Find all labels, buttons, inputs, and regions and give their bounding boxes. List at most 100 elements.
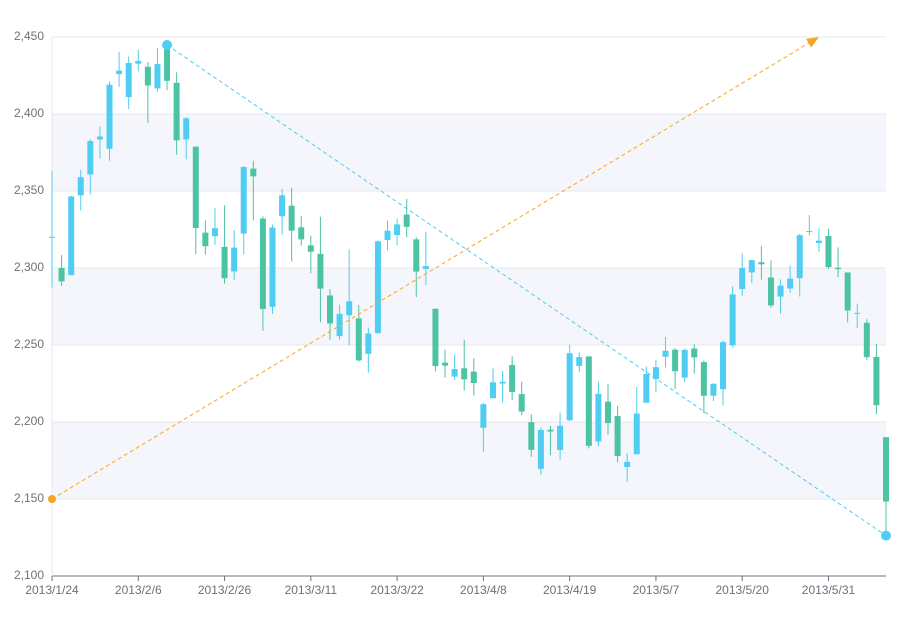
candle-body <box>298 227 305 240</box>
x-tick-label: 2013/5/31 <box>802 583 856 597</box>
y-tick-label: 2,250 <box>14 337 44 351</box>
candle-body <box>835 267 842 270</box>
candle-body <box>576 357 583 366</box>
y-tick-label: 2,100 <box>14 568 44 582</box>
candle-body <box>461 368 468 380</box>
candle-body <box>605 401 611 424</box>
candle-body <box>844 272 851 311</box>
mark-line-end <box>881 530 891 541</box>
y-tick-label: 2,450 <box>14 29 44 43</box>
candle-body <box>537 429 544 469</box>
split-area <box>52 422 886 499</box>
x-tick-label: 2013/1/24 <box>25 583 79 597</box>
x-tick-label: 2013/2/26 <box>198 583 252 597</box>
candle-body <box>633 413 640 455</box>
candle-body <box>116 70 123 75</box>
candle-body <box>873 356 880 406</box>
candle-body <box>259 218 266 309</box>
candle-body <box>240 166 247 234</box>
candle-body <box>327 295 333 324</box>
candle-body <box>432 308 439 367</box>
candle-body <box>403 214 410 227</box>
candle-body <box>87 140 94 175</box>
candle-body <box>68 196 75 276</box>
candle-body <box>442 362 449 366</box>
candle-body <box>652 367 659 380</box>
candle-body <box>777 285 784 297</box>
y-tick-label: 2,350 <box>14 183 44 197</box>
y-tick-label: 2,150 <box>14 491 44 505</box>
split-area <box>52 114 886 191</box>
candle-body <box>787 278 794 289</box>
candle-body <box>164 49 171 81</box>
candle-body <box>96 136 103 140</box>
candle-body <box>77 177 84 196</box>
candle-body <box>509 365 516 392</box>
candle-body <box>528 422 535 450</box>
candle-body <box>413 239 420 272</box>
candle-body <box>288 205 295 231</box>
mark-line-start <box>48 495 56 503</box>
candle-body <box>547 429 554 432</box>
candle-body <box>346 301 353 316</box>
candle-body <box>518 394 525 412</box>
candle-body <box>796 235 803 279</box>
candle-body <box>614 416 621 457</box>
candle-body <box>710 383 717 396</box>
mark-line <box>51 36 820 500</box>
candle-body <box>883 437 889 502</box>
candle-body <box>269 227 276 307</box>
candle-body <box>499 381 506 384</box>
candle-body <box>700 362 707 396</box>
candle-body <box>825 236 832 268</box>
candle-body <box>221 246 228 279</box>
candle-body <box>806 231 813 233</box>
candle-body <box>662 350 669 357</box>
x-tick-label: 2013/3/11 <box>285 583 338 597</box>
candle-body <box>58 268 65 282</box>
candle-body <box>624 461 631 467</box>
candle-body <box>748 260 755 273</box>
x-tick-label: 2013/3/22 <box>370 583 424 597</box>
candle-body <box>317 253 324 289</box>
candle-body <box>767 277 774 306</box>
mark-line-start <box>162 40 173 51</box>
split-area <box>52 268 886 345</box>
candle-body <box>643 373 650 403</box>
candle-body <box>595 393 602 442</box>
mark-line-arrow <box>806 37 819 48</box>
candle-body <box>758 262 765 265</box>
candle-body <box>355 318 362 361</box>
y-tick-label: 2,300 <box>14 260 44 274</box>
candle-body <box>365 333 372 354</box>
candle-body <box>173 82 180 141</box>
candle-body <box>144 66 151 86</box>
candle-body <box>585 356 592 446</box>
candle-body <box>470 371 477 384</box>
candle-body <box>489 382 496 399</box>
candle-body <box>422 266 429 269</box>
candle-body <box>566 353 573 421</box>
candle-body <box>720 342 727 390</box>
candle-body <box>394 224 401 236</box>
candle-body <box>231 247 238 272</box>
candle-body <box>480 404 487 428</box>
candle-body <box>192 146 199 229</box>
candle-body <box>691 348 698 358</box>
candle-body <box>384 230 391 240</box>
candle-body <box>202 232 209 247</box>
candle-body <box>557 425 564 450</box>
candle-body <box>211 228 218 237</box>
candle-body <box>739 268 746 290</box>
x-tick-label: 2013/4/8 <box>460 583 507 597</box>
candle-body <box>451 369 458 377</box>
candle-body <box>250 168 257 177</box>
candle-body <box>336 313 343 337</box>
x-tick-label: 2013/5/7 <box>633 583 680 597</box>
candle-body <box>307 245 314 252</box>
candle-body <box>125 62 132 98</box>
candle-body <box>154 64 161 89</box>
x-tick-label: 2013/5/20 <box>716 583 770 597</box>
candle-body <box>106 84 113 149</box>
